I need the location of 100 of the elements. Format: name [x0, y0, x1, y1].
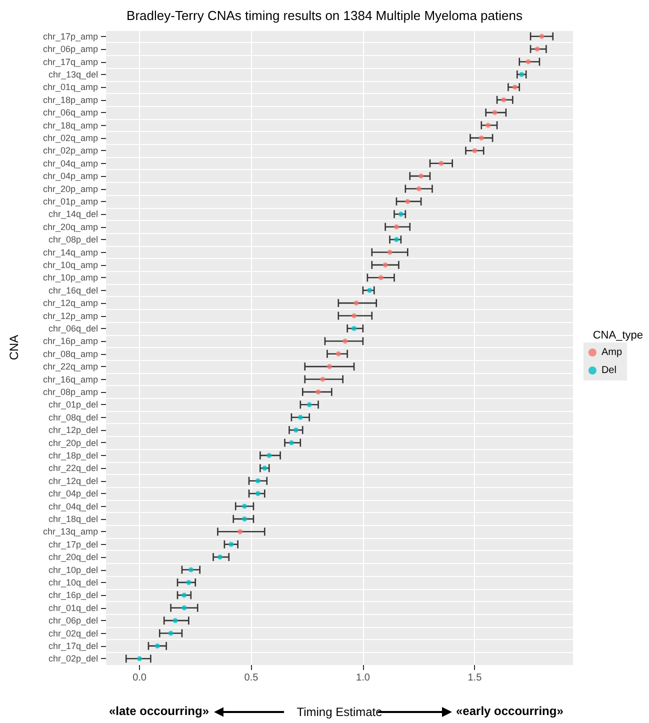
- y-tick-label: chr_02p_del: [48, 654, 98, 664]
- point: [539, 34, 544, 39]
- point: [228, 542, 234, 547]
- y-tick-label: chr_08p_amp: [42, 386, 98, 397]
- y-tick-label: chr_04p_amp: [42, 171, 98, 182]
- y-axis-title: CNA: [7, 334, 21, 360]
- point: [255, 491, 260, 496]
- y-tick-label: chr_17p_amp: [42, 31, 98, 42]
- point: [172, 618, 178, 624]
- y-tick-label: chr_10p_amp: [42, 272, 98, 283]
- text: «late occourring»: [108, 704, 210, 718]
- point: [472, 148, 478, 154]
- point: [293, 428, 298, 433]
- point: [306, 402, 312, 408]
- point: [342, 338, 348, 344]
- y-tick-label: chr_18q_amp: [42, 120, 98, 130]
- x-axis-title: Timing Estimate: [296, 705, 383, 719]
- chart-title: Bradley-Terry CNAs timing results on 1384 Multiple Myeloma patiens: [126, 8, 523, 23]
- point: [534, 46, 540, 52]
- y-tick-label: chr_12q_del: [48, 476, 98, 486]
- point: [486, 122, 491, 128]
- point: [526, 59, 531, 64]
- point: [320, 376, 326, 382]
- y-tick-label: chr_18p_amp: [42, 94, 98, 105]
- point: [398, 212, 404, 217]
- point: [154, 643, 160, 648]
- point: [492, 110, 498, 116]
- legend-label: Del: [601, 365, 616, 376]
- y-tick-label: chr_01q_amp: [42, 82, 98, 92]
- y-tick-label: chr_06p_del: [48, 616, 98, 626]
- y-tick-label: chr_22q_amp: [42, 362, 98, 372]
- point: [336, 351, 341, 356]
- point: [387, 250, 392, 255]
- point: [255, 478, 260, 484]
- point: [316, 389, 321, 394]
- y-tick-label: chr_13q_amp: [42, 526, 98, 537]
- point: [298, 414, 303, 420]
- point: [242, 504, 248, 509]
- point: [186, 580, 192, 585]
- y-tick-label: chr_10p_del: [48, 564, 98, 575]
- x-tick-label: 1.5: [468, 672, 482, 684]
- legend-label: Amp: [601, 347, 622, 358]
- y-tick-label: chr_04q_amp: [42, 158, 98, 168]
- point: [394, 237, 399, 242]
- point: [405, 198, 410, 204]
- point: [137, 656, 142, 662]
- y-tick-label: chr_01p_amp: [42, 196, 98, 206]
- point: [354, 300, 359, 306]
- point: [478, 135, 484, 140]
- y-tick-label: chr_20q_del: [48, 552, 98, 562]
- point: [418, 174, 424, 179]
- y-tick-label: chr_01q_del: [48, 602, 98, 613]
- point: [288, 440, 294, 446]
- x-tick-label: 0.0: [132, 672, 147, 684]
- point: [188, 567, 194, 572]
- text: «early occourring»: [456, 704, 564, 718]
- y-tick-label: chr_02p_amp: [42, 146, 98, 156]
- y-tick-label: chr_13q_del: [48, 69, 98, 80]
- y-tick-label: chr_12q_amp: [42, 298, 98, 308]
- point: [238, 529, 243, 534]
- y-tick-label: chr_20p_del: [48, 438, 98, 448]
- y-tick-label: chr_06q_del: [48, 323, 98, 334]
- y-tick-label: chr_16q_amp: [42, 374, 98, 384]
- y-tick-label: chr_08q_amp: [42, 348, 98, 359]
- y-tick-label: chr_12p_amp: [42, 310, 98, 321]
- point: [438, 160, 444, 166]
- y-tick-label: chr_04p_del: [48, 488, 98, 499]
- y-tick-label: chr_14q_amp: [42, 247, 98, 258]
- y-tick-label: chr_08q_del: [48, 412, 98, 422]
- y-tick-label: chr_01p_del: [48, 400, 98, 410]
- x-tick-label: 0.5: [244, 672, 259, 684]
- y-tick-label: chr_14q_del: [48, 209, 98, 220]
- y-tick-label: chr_17q_amp: [42, 56, 98, 67]
- legend-title: CNA_type: [592, 330, 644, 342]
- y-tick-label: chr_02q_del: [48, 628, 98, 638]
- point: [217, 554, 222, 560]
- point: [382, 262, 388, 268]
- y-tick-label: chr_02q_amp: [42, 132, 98, 143]
- y-tick-label: chr_16p_amp: [42, 336, 98, 346]
- y-tick-label: chr_10q_amp: [42, 260, 98, 270]
- point: [168, 630, 174, 636]
- y-tick-label: chr_16p_del: [48, 590, 98, 600]
- y-tick-label: chr_22q_del: [48, 463, 98, 474]
- y-tick-label: chr_10q_del: [48, 577, 98, 588]
- y-tick-label: chr_17q_del: [48, 640, 98, 651]
- point: [501, 97, 506, 102]
- point: [182, 605, 187, 610]
- point: [326, 364, 332, 370]
- y-tick-label: chr_16q_del: [48, 285, 98, 296]
- y-tick-label: chr_08p_del: [48, 234, 98, 245]
- point: [378, 275, 384, 280]
- y-tick-label: chr_20p_amp: [42, 184, 98, 194]
- y-tick-label: chr_12p_del: [48, 425, 98, 436]
- point: [416, 186, 422, 192]
- y-tick-label: chr_06q_amp: [42, 108, 98, 118]
- point: [242, 516, 248, 522]
- x-tick-label: 1.0: [356, 672, 370, 684]
- point: [182, 592, 187, 598]
- y-tick-label: chr_04q_del: [48, 501, 98, 512]
- y-tick-label: chr_20q_amp: [42, 222, 98, 232]
